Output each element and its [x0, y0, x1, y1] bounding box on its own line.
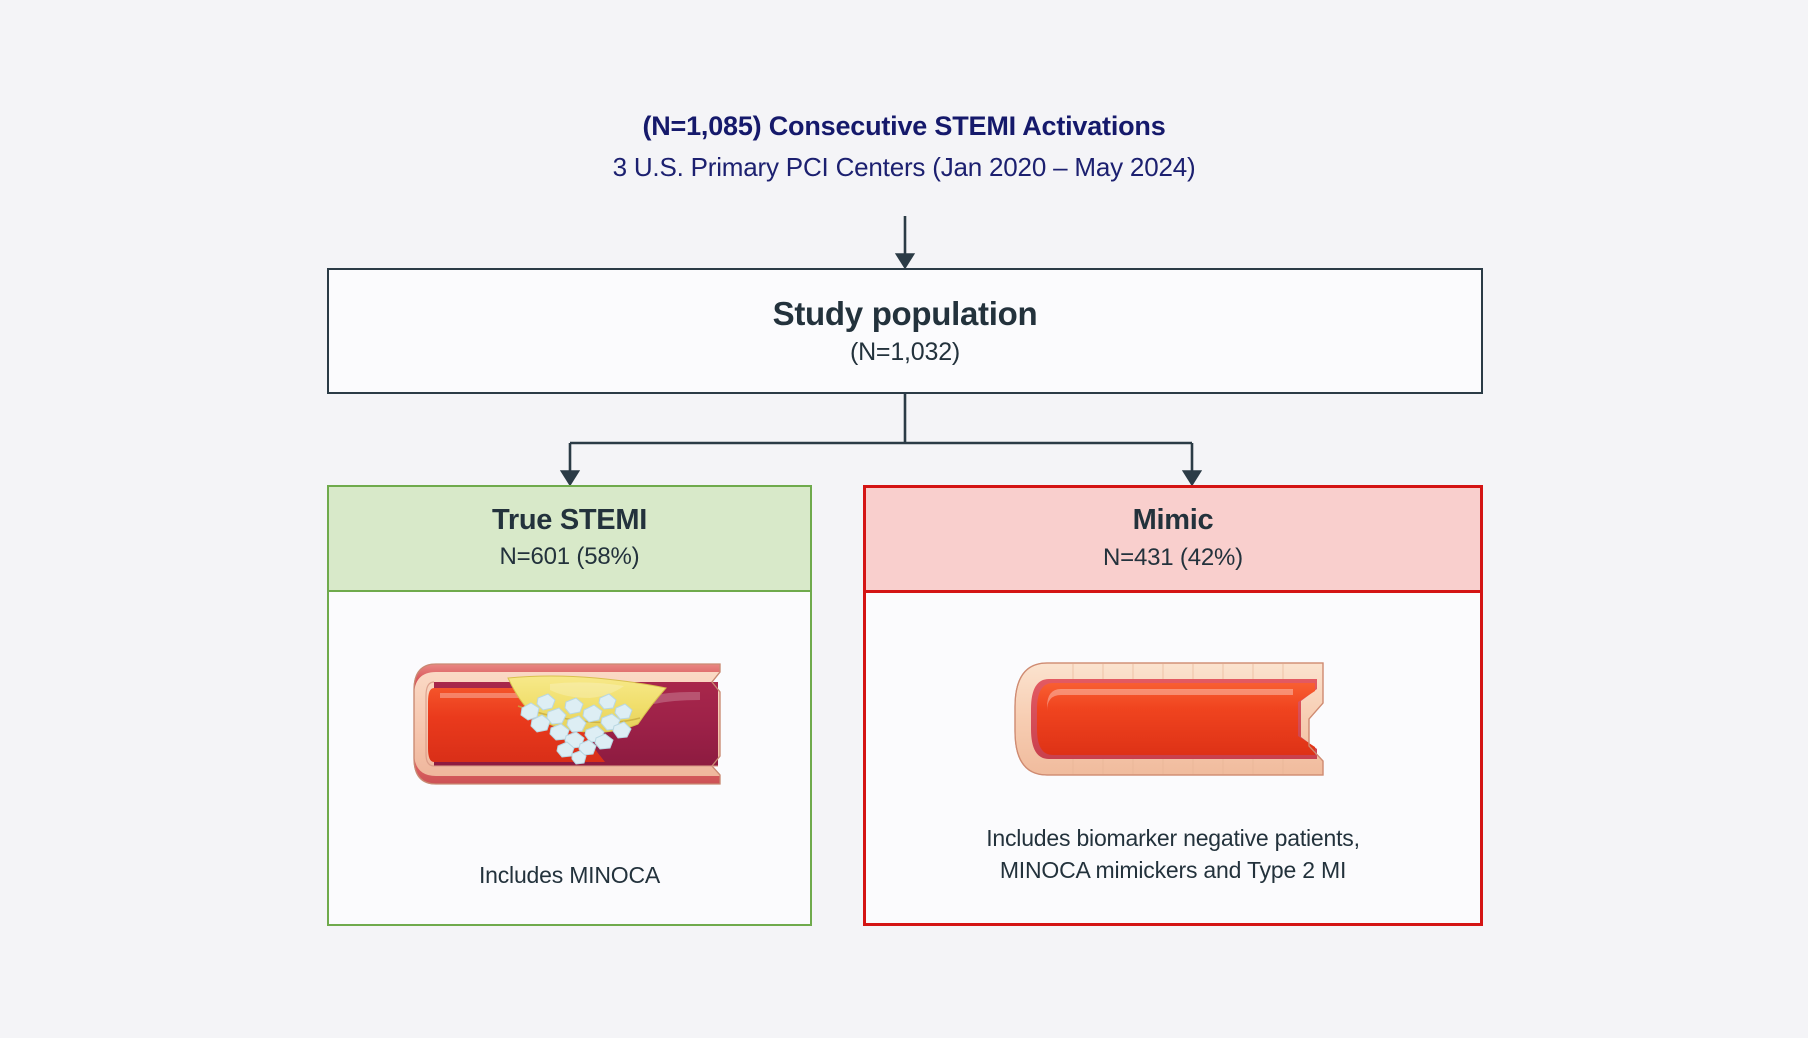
true-stemi-count: N=601 (58%): [499, 543, 640, 571]
mimic-body: Includes biomarker negative patients, MI…: [866, 593, 1480, 923]
mimic-caption-line: MINOCA mimickers and Type 2 MI: [999, 856, 1347, 883]
page-title: (N=1,085) Consecutive STEMI Activations: [642, 111, 1166, 141]
artery-intima-outline: [424, 681, 718, 767]
artery-media-bottom: [413, 752, 720, 784]
mimic-caption: Includes biomarker negative patients, MI…: [986, 823, 1360, 886]
true-stemi-caption: Includes MINOCA: [479, 860, 660, 892]
mimic-node: Mimic N=431 (42%): [863, 485, 1483, 926]
true-stemi-caption-line: Includes MINOCA: [478, 862, 661, 888]
true-stemi-node: True STEMI N=601 (58%): [327, 485, 812, 926]
healthy-artery-wall-striations: [1072, 664, 1284, 774]
healthy-artery-blood-lumen: [1037, 683, 1315, 755]
study-population-count: (N=1,032): [849, 337, 961, 366]
artery-calcium-deposits: [519, 693, 633, 765]
true-stemi-title: True STEMI: [492, 503, 647, 536]
artery-media-top: [413, 664, 720, 696]
study-population-title: Study population: [772, 295, 1038, 333]
artery-far-wall-highlight: [649, 692, 700, 704]
mimic-header: Mimic N=431 (42%): [866, 488, 1480, 593]
true-stemi-body: Includes MINOCA: [329, 592, 810, 924]
artery-plaque-highlight: [549, 682, 624, 698]
healthy-artery-blood-highlight: [1047, 689, 1293, 711]
diagram-header: (N=1,085) Consecutive STEMI Activations …: [0, 110, 1808, 185]
artery-outline: [412, 663, 721, 785]
mimic-caption-line: Includes biomarker negative patients,: [986, 825, 1360, 851]
healthy-artery-icon: [1014, 662, 1324, 776]
mimic-count: N=431 (42%): [1103, 543, 1243, 571]
mimic-title: Mimic: [1132, 504, 1214, 537]
page-subtitle: 3 U.S. Primary PCI Centers (Jan 2020 – M…: [612, 151, 1196, 182]
healthy-artery-outline: [1014, 662, 1324, 776]
diseased-artery-plaque-icon: [412, 663, 721, 785]
true-stemi-header: True STEMI N=601 (58%): [329, 487, 810, 592]
study-population-node: Study population (N=1,032): [327, 268, 1483, 394]
